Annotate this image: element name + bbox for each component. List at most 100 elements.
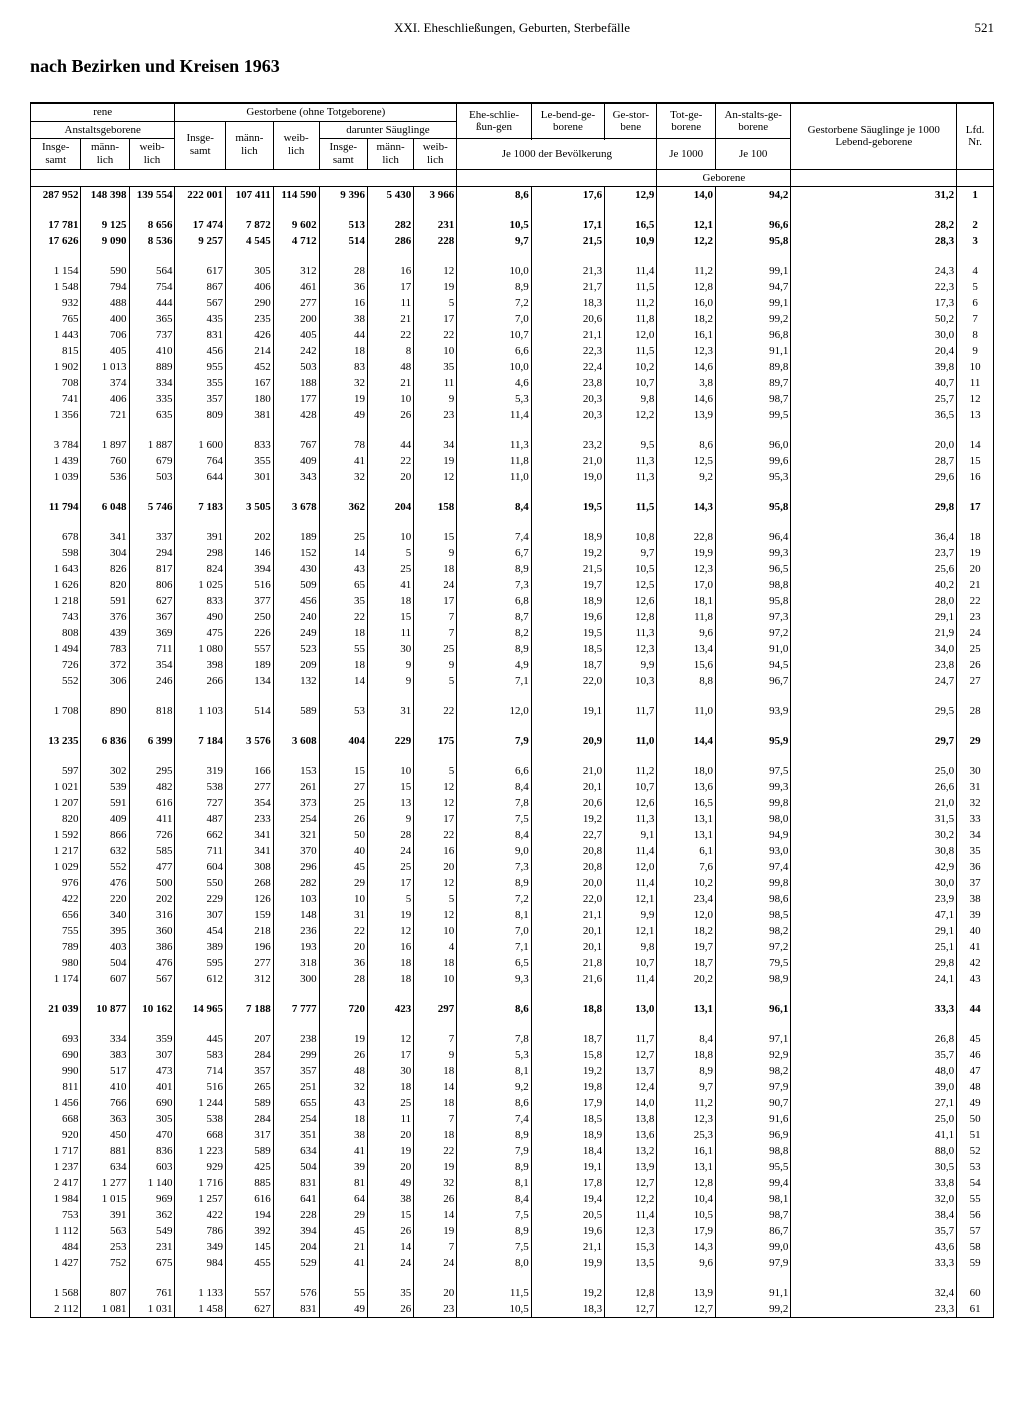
data-cell: 3 608 — [273, 733, 319, 749]
data-cell: 98,7 — [715, 391, 790, 407]
data-cell: 18 — [319, 343, 367, 359]
data-cell: 488 — [81, 295, 129, 311]
data-cell: 18,2 — [657, 311, 716, 327]
data-cell: 679 — [129, 453, 175, 469]
data-cell: 9,6 — [657, 1255, 716, 1271]
data-cell: 11,2 — [657, 1095, 716, 1111]
data-cell: 15 — [319, 763, 367, 779]
data-cell: 590 — [81, 263, 129, 279]
data-cell: 8,4 — [657, 1031, 716, 1047]
data-cell: 3 576 — [225, 733, 273, 749]
data-cell: 8,9 — [457, 279, 531, 295]
data-cell: 1 568 — [31, 1285, 81, 1301]
table-row: 1 43976067976435540941221911,821,011,312… — [31, 453, 994, 469]
data-cell: 824 — [175, 561, 225, 577]
data-cell: 13,9 — [657, 1285, 716, 1301]
data-cell: 134 — [225, 673, 273, 689]
data-cell: 308 — [225, 859, 273, 875]
table-row: 1 2185916278333774563518176,818,912,618,… — [31, 593, 994, 609]
data-cell: 312 — [273, 263, 319, 279]
data-cell: 1 887 — [129, 437, 175, 453]
table-row — [31, 249, 994, 263]
data-cell: 980 — [31, 955, 81, 971]
data-cell: 19 — [368, 1143, 414, 1159]
data-cell: 538 — [175, 779, 225, 795]
data-cell: 1 708 — [31, 703, 81, 719]
data-cell: 20,4 — [791, 343, 957, 359]
data-cell: 1 223 — [175, 1143, 225, 1159]
data-cell: 1 133 — [175, 1285, 225, 1301]
data-cell: 678 — [31, 529, 81, 545]
data-cell: 20 — [368, 469, 414, 485]
data-cell: 38 — [319, 1127, 367, 1143]
data-cell: 503 — [129, 469, 175, 485]
data-cell: 50 — [319, 827, 367, 843]
data-cell: 91,1 — [715, 343, 790, 359]
data-cell: 89,8 — [715, 359, 790, 375]
data-cell: 17,8 — [531, 1175, 604, 1191]
table-header: rene Gestorbene (ohne Totgeborene) Ehe-s… — [31, 103, 994, 187]
data-cell: 32 — [319, 375, 367, 391]
data-cell: 107 411 — [225, 187, 273, 204]
page-title: nach Bezirken und Kreisen 1963 — [30, 56, 994, 77]
hdr-weib3: weib-lich — [414, 139, 457, 169]
data-cell: 514 — [225, 703, 273, 719]
data-cell: 363 — [81, 1111, 129, 1127]
data-cell: 321 — [273, 827, 319, 843]
data-cell: 40,7 — [791, 375, 957, 391]
data-cell: 391 — [175, 529, 225, 545]
data-cell: 21,9 — [791, 625, 957, 641]
data-cell: 755 — [31, 923, 81, 939]
data-cell: 43,6 — [791, 1239, 957, 1255]
data-cell: 17 — [368, 1047, 414, 1063]
data-cell: 114 590 — [273, 187, 319, 204]
data-cell: 445 — [175, 1031, 225, 1047]
data-cell: 8,9 — [457, 875, 531, 891]
data-cell: 394 — [273, 1223, 319, 1239]
data-cell: 18,9 — [531, 1127, 604, 1143]
data-cell: 48 — [319, 1063, 367, 1079]
data-cell: 94,5 — [715, 657, 790, 673]
data-cell: 26 — [368, 1301, 414, 1318]
data-cell: 295 — [129, 763, 175, 779]
data-cell: 690 — [31, 1047, 81, 1063]
data-cell: 6 836 — [81, 733, 129, 749]
data-cell: 98,5 — [715, 907, 790, 923]
data-cell: 1 356 — [31, 407, 81, 423]
table-row: 8114104015162652513218149,219,812,49,797… — [31, 1079, 994, 1095]
data-cell: 8,9 — [457, 641, 531, 657]
data-cell: 1 081 — [81, 1301, 129, 1318]
data-cell: 97,9 — [715, 1079, 790, 1095]
data-cell: 4 — [414, 939, 457, 955]
data-cell: 1 244 — [175, 1095, 225, 1111]
data-cell: 12,6 — [605, 795, 657, 811]
data-cell: 24 — [368, 1255, 414, 1271]
data-cell: 14 — [414, 1207, 457, 1223]
data-cell: 455 — [225, 1255, 273, 1271]
data-cell: 19 — [414, 1223, 457, 1239]
table-row — [31, 749, 994, 763]
data-cell: 26 — [319, 811, 367, 827]
data-cell: 8,6 — [457, 187, 531, 204]
lfd-cell: 15 — [957, 453, 994, 469]
data-cell: 890 — [81, 703, 129, 719]
data-cell: 34 — [414, 437, 457, 453]
data-cell: 19,5 — [531, 499, 604, 515]
data-cell: 22,3 — [531, 343, 604, 359]
data-cell: 18,7 — [657, 955, 716, 971]
data-cell: 5 430 — [368, 187, 414, 204]
data-cell: 17 — [414, 811, 457, 827]
data-cell: 14 — [319, 545, 367, 561]
data-cell: 7,0 — [457, 923, 531, 939]
table-row: 9805044765952773183618186,521,810,718,77… — [31, 955, 994, 971]
hdr-je100: Je 100 — [715, 139, 790, 169]
table-row — [31, 719, 994, 733]
data-cell: 539 — [81, 779, 129, 795]
data-cell: 12,3 — [657, 561, 716, 577]
data-cell: 616 — [129, 795, 175, 811]
data-cell: 11,8 — [605, 311, 657, 327]
data-cell: 20,6 — [531, 795, 604, 811]
data-cell: 10,0 — [457, 263, 531, 279]
data-cell: 836 — [129, 1143, 175, 1159]
data-cell: 10,5 — [457, 1301, 531, 1318]
